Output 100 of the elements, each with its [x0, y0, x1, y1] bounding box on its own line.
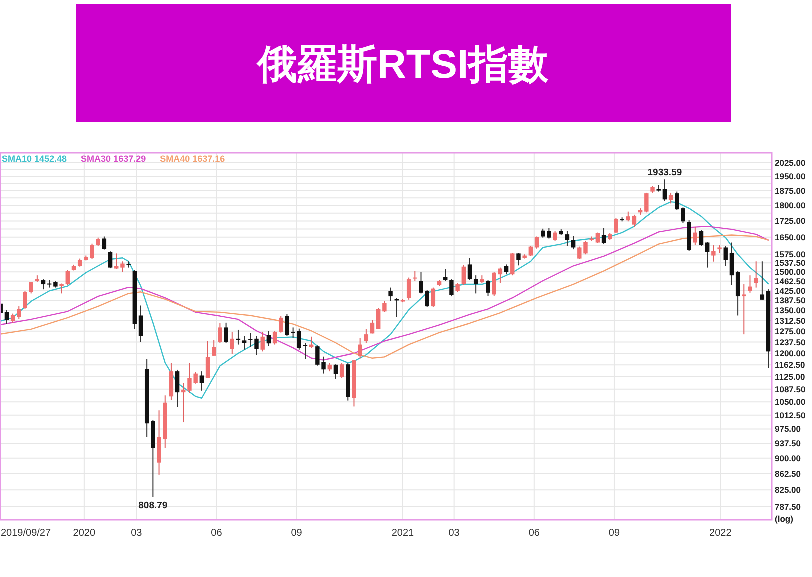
- candlestick: [114, 253, 119, 270]
- y-tick-label: 787.50: [775, 502, 802, 512]
- candlestick: [358, 338, 362, 360]
- candlestick: [60, 283, 64, 294]
- candlestick: [602, 228, 606, 245]
- x-tick-label: 06: [211, 528, 223, 539]
- candlestick: [644, 192, 649, 214]
- candlestick: [534, 236, 540, 250]
- candlestick: [394, 298, 399, 318]
- candlestick: [675, 191, 680, 211]
- candlestick: [370, 320, 375, 334]
- candlestick: [528, 246, 534, 257]
- x-tick-label: 06: [528, 528, 540, 539]
- y-tick-label: 1537.50: [775, 258, 806, 268]
- y-axis-title: (log): [775, 514, 794, 524]
- x-tick-label: 09: [291, 528, 303, 539]
- annotation: 808.79: [138, 500, 168, 512]
- y-tick-label: 1462.50: [775, 276, 806, 286]
- candlestick: [565, 230, 570, 247]
- candlestick: [510, 252, 515, 276]
- candlestick: [504, 264, 509, 276]
- text: SMA10 1452.48: [2, 154, 68, 164]
- candlestick: [468, 258, 472, 281]
- y-tick-label: 1725.00: [775, 216, 806, 226]
- candlestick: [297, 328, 302, 350]
- candlestick: [444, 269, 448, 282]
- candlestick: [492, 272, 496, 297]
- candlestick: [382, 301, 387, 313]
- x-tick-label: 2020: [73, 528, 96, 539]
- y-tick-label: 825.00: [775, 485, 802, 496]
- y-tick-label: 1312.50: [775, 316, 806, 326]
- candlestick: [388, 287, 393, 302]
- candlestick: [260, 331, 265, 352]
- candlestick: [724, 246, 728, 267]
- candlestick: [200, 371, 204, 392]
- candlestick: [553, 230, 558, 242]
- y-tick-label: 1425.00: [775, 286, 806, 296]
- candlestick: [662, 179, 668, 202]
- y-tick-label: 1800.00: [775, 200, 806, 211]
- candlestick: [754, 261, 758, 288]
- candlestick: [760, 261, 765, 300]
- candlestick: [626, 211, 630, 222]
- candlestick: [498, 267, 503, 284]
- candlestick: [486, 280, 490, 297]
- x-tick-label: 03: [448, 528, 460, 539]
- candlestick: [364, 328, 369, 344]
- candlestick: [206, 340, 210, 378]
- candlestick: [4, 310, 10, 325]
- candlestick: [748, 275, 752, 294]
- candlestick: [120, 261, 125, 273]
- candlestick: [66, 270, 70, 286]
- candlestick: [413, 270, 418, 282]
- candlestick: [224, 322, 228, 344]
- candlestick: [102, 236, 107, 250]
- candlestick: [29, 282, 34, 294]
- candlestick: [218, 322, 222, 344]
- y-tick-label: 1162.50: [775, 360, 806, 370]
- y-tick-label: 900.00: [775, 453, 802, 464]
- candlestick: [279, 316, 284, 334]
- candlestick: [712, 244, 716, 262]
- x-tick-label: 09: [608, 528, 620, 539]
- candlestick: [340, 362, 344, 378]
- candlestick: [376, 308, 381, 330]
- candlestick: [334, 364, 338, 380]
- candlestick: [730, 242, 734, 286]
- candlestick: [108, 251, 113, 270]
- candlestick: [668, 192, 674, 204]
- y-tick-label: 2025.00: [775, 158, 806, 168]
- annotation: 1933.59: [648, 168, 682, 179]
- candlestick: [681, 207, 686, 224]
- text: SMA30 1637.29: [81, 154, 146, 164]
- y-tick-label: 1350.00: [775, 306, 806, 316]
- candlestick: [212, 340, 216, 356]
- chart-title: 俄羅斯RTSI指數: [255, 43, 550, 87]
- y-tick-label: 1650.00: [775, 232, 806, 242]
- candlestick: [462, 264, 466, 286]
- y-tick-label: 1275.00: [775, 326, 806, 336]
- candlestick: [266, 330, 272, 347]
- candlestick: [406, 277, 412, 300]
- candlestick: [175, 369, 180, 408]
- y-tick-label: 1875.00: [775, 186, 806, 196]
- candlestick: [48, 280, 52, 288]
- candlestick: [693, 226, 698, 246]
- y-tick-label: 1087.50: [775, 384, 806, 394]
- candlestick: [17, 306, 22, 320]
- y-tick-label: 975.00: [775, 424, 802, 434]
- candlestick: [41, 279, 46, 290]
- candlestick: [272, 330, 278, 346]
- x-tick-label: 2021: [392, 528, 415, 539]
- candlestick: [138, 305, 144, 343]
- candlestick: [705, 242, 710, 268]
- y-tick-label: 1575.00: [775, 249, 806, 260]
- candlestick: [547, 228, 552, 240]
- y-tick-label: 937.50: [775, 438, 802, 448]
- candlestick: [303, 342, 308, 360]
- y-tick-label: 1050.00: [775, 397, 806, 408]
- candlestick: [10, 313, 16, 324]
- candlestick: [614, 218, 618, 234]
- candlestick: [23, 290, 28, 310]
- candlestick: [242, 336, 247, 350]
